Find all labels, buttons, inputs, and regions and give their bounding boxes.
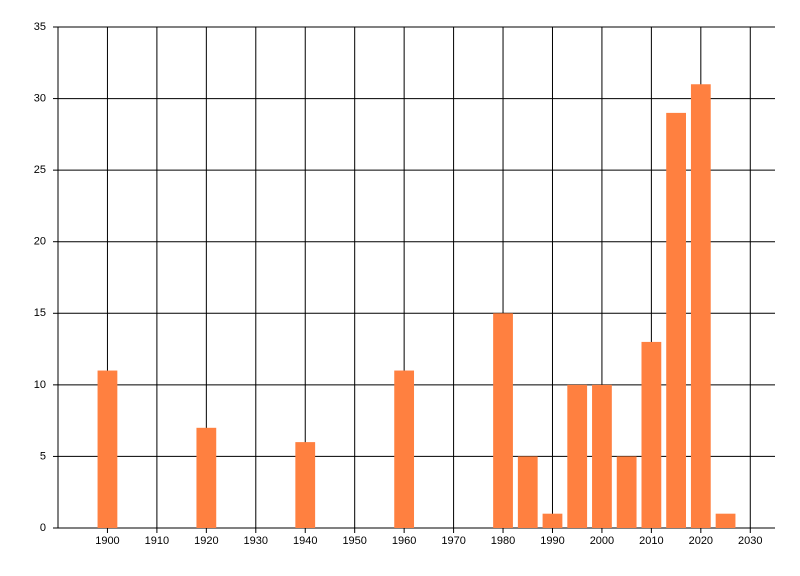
x-tick-label: 1960 xyxy=(392,535,416,547)
bar xyxy=(592,384,612,528)
x-tick-label: 1940 xyxy=(293,535,317,547)
x-tick-label: 1970 xyxy=(441,535,465,547)
x-tick-label: 2030 xyxy=(738,535,762,547)
bar xyxy=(97,370,118,528)
y-tick-label: 15 xyxy=(34,307,46,319)
x-tick-label: 1920 xyxy=(194,535,218,547)
bar xyxy=(666,112,686,528)
bar xyxy=(641,341,662,528)
bar xyxy=(493,313,513,528)
x-tick-label: 1930 xyxy=(244,535,268,547)
x-tick-label: 1900 xyxy=(95,535,119,547)
bar xyxy=(616,456,637,528)
x-tick-label: 2000 xyxy=(590,535,614,547)
x-tick-label: 1990 xyxy=(540,535,564,547)
x-tick-label: 2020 xyxy=(689,535,713,547)
y-tick-label: 20 xyxy=(34,236,46,248)
bar xyxy=(567,384,588,528)
bar xyxy=(715,513,736,528)
y-tick-label: 30 xyxy=(34,92,46,104)
bar xyxy=(196,427,217,528)
bar xyxy=(690,84,711,528)
y-tick-label: 0 xyxy=(40,522,46,534)
bar xyxy=(542,513,563,528)
x-tick-label: 2010 xyxy=(639,535,663,547)
y-tick-label: 35 xyxy=(34,21,46,33)
x-tick-label: 1980 xyxy=(491,535,515,547)
x-tick-label: 1950 xyxy=(342,535,366,547)
y-tick-label: 5 xyxy=(40,450,46,462)
x-tick-label: 1910 xyxy=(145,535,169,547)
bar xyxy=(295,442,316,528)
bar xyxy=(394,370,415,528)
y-tick-label: 25 xyxy=(34,164,46,176)
bar xyxy=(517,456,538,528)
y-tick-label: 10 xyxy=(34,379,46,391)
